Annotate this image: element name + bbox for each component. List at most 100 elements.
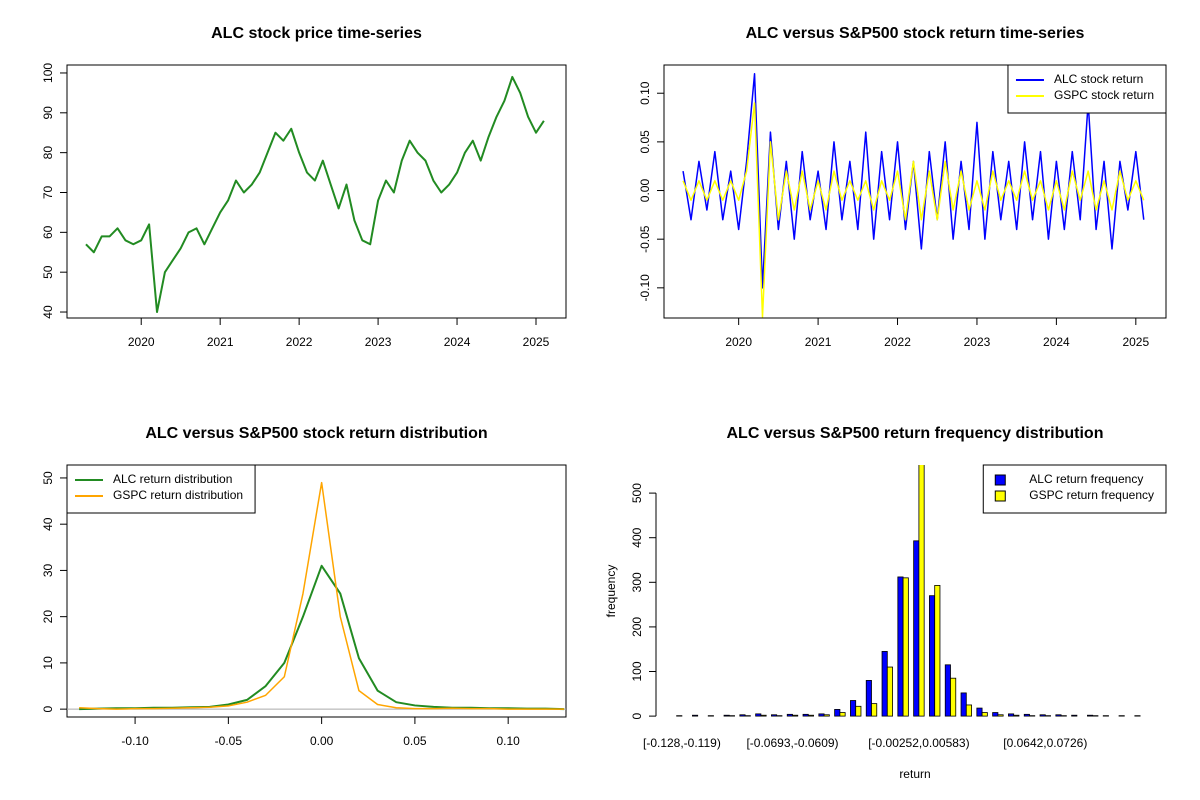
bar bbox=[692, 714, 699, 717]
bar bbox=[802, 713, 809, 717]
plot-frame bbox=[66, 64, 567, 319]
y-axis-label: frequency bbox=[604, 565, 618, 618]
y-tick-label: 20 bbox=[41, 610, 55, 624]
y-tick-label: 40 bbox=[41, 517, 55, 531]
x-tick-label: 0.00 bbox=[310, 734, 334, 748]
x-tick-label: [0.0642,0.0726) bbox=[1003, 736, 1087, 750]
legend-box bbox=[1007, 64, 1167, 114]
bar bbox=[886, 666, 893, 717]
bar bbox=[897, 576, 904, 717]
legend-box bbox=[66, 464, 256, 514]
chart-title: ALC versus S&P500 stock return distribut… bbox=[145, 425, 487, 442]
bar bbox=[739, 714, 746, 717]
chart-title: ALC stock price time-series bbox=[211, 25, 422, 42]
bar bbox=[929, 595, 936, 717]
y-tick-label: 60 bbox=[41, 225, 55, 239]
bar bbox=[823, 714, 830, 717]
x-tick-label: [-0.0693,-0.0609) bbox=[746, 736, 838, 750]
chart-title: ALC versus S&P500 return frequency distr… bbox=[727, 425, 1104, 442]
series-line bbox=[79, 481, 565, 710]
x-tick-label: [-0.128,-0.119) bbox=[643, 736, 721, 750]
panel: ALC versus S&P500 stock return time-seri… bbox=[638, 25, 1167, 349]
bar bbox=[871, 703, 878, 717]
bar bbox=[760, 714, 767, 717]
bar bbox=[1055, 714, 1062, 717]
y-tick-label: 50 bbox=[41, 265, 55, 279]
bar bbox=[792, 714, 799, 717]
x-tick-label: -0.10 bbox=[121, 734, 149, 748]
bar bbox=[981, 712, 988, 717]
plot-area bbox=[682, 73, 1145, 318]
legend: ALC return distribution GSPC return distr… bbox=[66, 464, 256, 514]
panel: ALC versus S&P500 stock return distribut… bbox=[41, 425, 567, 748]
bar bbox=[807, 714, 814, 717]
bar bbox=[918, 465, 925, 717]
x-tick-label: 0.10 bbox=[496, 734, 520, 748]
bar bbox=[839, 712, 846, 717]
y-tick-label: 40 bbox=[41, 305, 55, 319]
y-tick-label: -0.05 bbox=[638, 225, 652, 253]
legend-swatch bbox=[994, 490, 1006, 502]
plot-area bbox=[67, 481, 566, 711]
bar bbox=[1039, 714, 1046, 717]
legend-box bbox=[982, 464, 1167, 514]
x-tick-label: 2021 bbox=[207, 335, 234, 349]
bar bbox=[755, 713, 762, 717]
legend-label: ALC return frequency bbox=[1029, 472, 1143, 486]
y-tick-label: -0.10 bbox=[638, 274, 652, 302]
x-tick-label: 2024 bbox=[444, 335, 471, 349]
legend-label: ALC return distribution bbox=[113, 472, 232, 486]
x-tick-label: 2020 bbox=[725, 335, 752, 349]
bar bbox=[1071, 714, 1078, 717]
x-tick-label: 2022 bbox=[884, 335, 911, 349]
bar bbox=[771, 714, 778, 717]
panel: ALC stock price time-series 40 50 60 70 80 90 1… bbox=[41, 25, 567, 349]
y-tick-label: 100 bbox=[41, 63, 55, 83]
bar bbox=[976, 707, 983, 717]
y-tick-label: 300 bbox=[630, 572, 644, 592]
y-tick-label: 400 bbox=[630, 527, 644, 547]
bar bbox=[881, 651, 888, 717]
bar bbox=[786, 713, 793, 717]
bar bbox=[723, 714, 730, 717]
series-line bbox=[682, 102, 1145, 318]
y-tick-label: 80 bbox=[41, 146, 55, 160]
y-tick-label: 10 bbox=[41, 656, 55, 670]
x-tick-label: 2025 bbox=[1122, 335, 1149, 349]
y-tick-label: 0.00 bbox=[638, 179, 652, 203]
legend: ALC return frequency GSPC return frequenc… bbox=[982, 464, 1167, 514]
x-tick-label: 2024 bbox=[1043, 335, 1070, 349]
panel: ALC versus S&P500 return frequency distr… bbox=[604, 425, 1167, 781]
series-line bbox=[85, 75, 545, 314]
y-tick-label: 90 bbox=[41, 106, 55, 120]
bar bbox=[965, 704, 972, 717]
legend-label: GSPC return frequency bbox=[1029, 488, 1154, 502]
bar bbox=[934, 585, 941, 717]
y-tick-label: 50 bbox=[41, 471, 55, 485]
legend-label: GSPC stock return bbox=[1054, 88, 1154, 102]
bar bbox=[944, 664, 951, 717]
x-tick-label: 0.05 bbox=[403, 734, 427, 748]
bar bbox=[1008, 713, 1015, 717]
plot-area bbox=[676, 465, 1141, 717]
bar bbox=[902, 577, 909, 717]
bar bbox=[850, 700, 857, 717]
bar bbox=[950, 677, 957, 717]
bar bbox=[865, 680, 872, 717]
legend-label: ALC stock return bbox=[1054, 72, 1143, 86]
bar bbox=[960, 692, 967, 717]
bar bbox=[913, 540, 920, 717]
legend: ALC stock return GSPC stock return bbox=[1007, 64, 1167, 114]
bar bbox=[1023, 713, 1030, 717]
chart-title: ALC versus S&P500 stock return time-seri… bbox=[746, 25, 1085, 42]
x-axis-label: return bbox=[899, 767, 930, 781]
x-tick-label: 2023 bbox=[964, 335, 991, 349]
x-tick-label: [-0.00252,0.00583) bbox=[868, 736, 969, 750]
y-tick-label: 70 bbox=[41, 186, 55, 200]
y-tick-label: 200 bbox=[630, 617, 644, 637]
x-tick-label: -0.05 bbox=[215, 734, 243, 748]
bar bbox=[834, 709, 841, 717]
y-tick-label: 500 bbox=[630, 483, 644, 503]
bar bbox=[997, 714, 1004, 717]
